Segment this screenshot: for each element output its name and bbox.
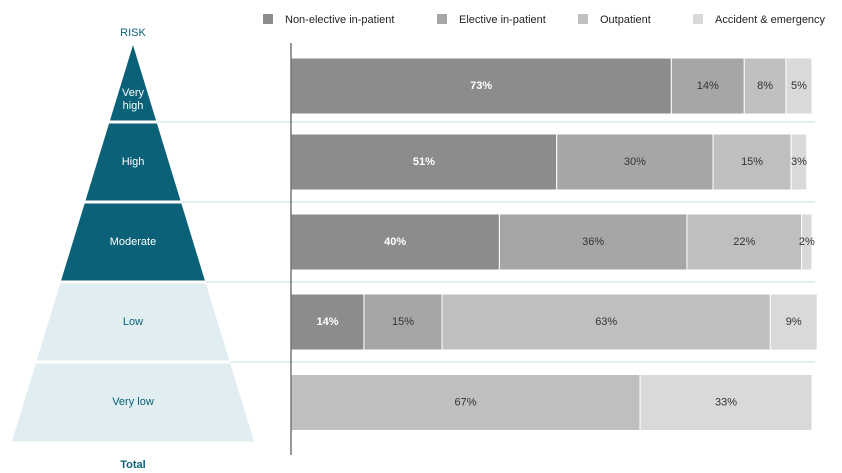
bar-segment — [290, 57, 672, 115]
pyramid-label: High — [121, 155, 145, 168]
value-label: 9% — [786, 316, 802, 328]
bar-segment — [290, 133, 558, 191]
value-label: 14% — [316, 316, 338, 328]
bar-segment — [498, 213, 688, 271]
pyramid-label: Very low — [112, 396, 154, 408]
value-label: 5% — [791, 80, 807, 92]
value-label: 63% — [595, 316, 617, 328]
legend-swatch — [693, 14, 703, 24]
legend-label: Outpatient — [600, 14, 651, 26]
value-label: 22% — [733, 236, 755, 248]
bar-segment — [712, 133, 792, 191]
bar-segment — [785, 57, 813, 115]
bar-segment — [441, 293, 771, 351]
value-label: 40% — [384, 236, 406, 248]
value-label: 51% — [413, 156, 435, 168]
pyramid-segment — [61, 203, 205, 281]
value-label: 3% — [791, 156, 807, 168]
legend-swatch — [437, 14, 447, 24]
pyramid-segment — [85, 123, 181, 201]
bar-segment — [639, 374, 813, 431]
value-label: 30% — [624, 156, 646, 168]
pyramid-label: Very high — [121, 87, 144, 112]
bar-segment — [290, 213, 500, 271]
pyramid-label: Moderate — [109, 235, 157, 248]
pyramid-label: Low — [122, 315, 144, 328]
legend-swatch — [578, 14, 588, 24]
value-label: 73% — [470, 80, 492, 92]
value-label: 2% — [799, 236, 815, 248]
legend-label: Accident & emergency — [715, 14, 826, 26]
pyramid-title: RISK — [120, 27, 146, 39]
value-label: 33% — [715, 396, 737, 408]
pyramid-segment — [109, 45, 157, 121]
bar-segment — [363, 293, 443, 351]
pyramid-segment — [11, 363, 255, 442]
value-label: 14% — [697, 80, 719, 92]
value-label: 36% — [582, 236, 604, 248]
value-label: 67% — [455, 396, 477, 408]
legend-swatch — [263, 14, 273, 24]
bar-segment — [790, 133, 808, 191]
bar-segment — [686, 213, 803, 271]
legend-label: Elective in-patient — [459, 14, 546, 26]
value-label: 15% — [392, 316, 414, 328]
legend-label: Non-elective in-patient — [285, 14, 394, 26]
pyramid-segment — [36, 283, 230, 361]
bar-segment — [769, 293, 818, 351]
value-label: 15% — [741, 156, 763, 168]
bar-segment — [556, 133, 714, 191]
value-label: 8% — [757, 80, 773, 92]
bar-segment — [290, 293, 365, 351]
bar-segment — [290, 374, 641, 431]
footer: Total — [120, 459, 145, 471]
bar-segment — [801, 213, 813, 271]
